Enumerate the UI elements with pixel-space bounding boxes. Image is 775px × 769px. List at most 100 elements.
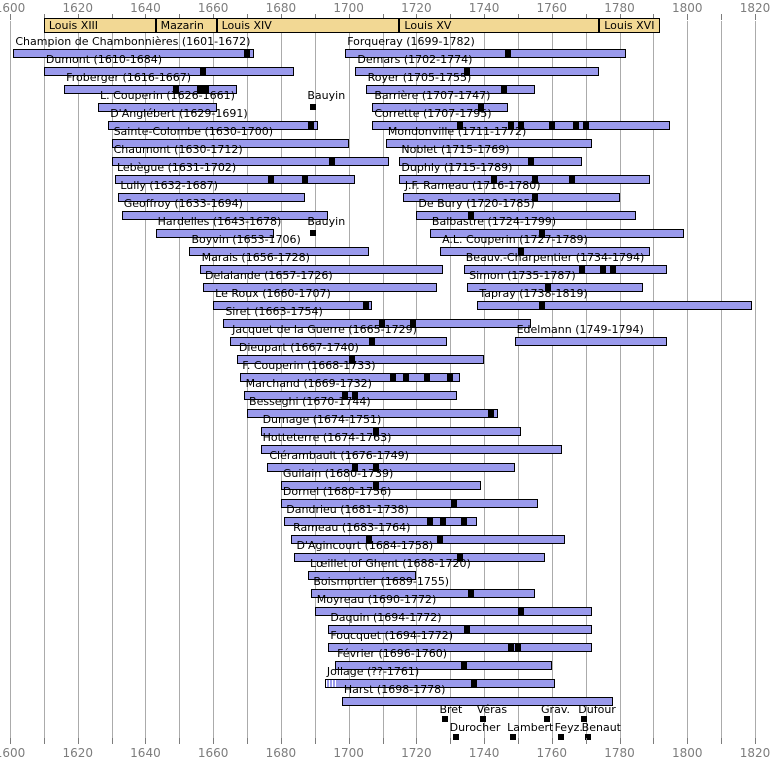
top-axis-tick xyxy=(687,14,689,20)
bottom-axis-tick xyxy=(551,738,553,744)
composer-label: Royer (1705-1755) xyxy=(367,71,472,84)
bottom-axis-year-label: 1760 xyxy=(536,746,568,760)
gridline xyxy=(382,21,384,744)
composer-label: Sainte-Colombe (1630-1700) xyxy=(113,125,274,138)
top-axis-tick xyxy=(653,14,655,20)
composer-lifespan-bar xyxy=(111,157,390,166)
publication-marker xyxy=(538,230,545,237)
gridline xyxy=(484,21,486,744)
publication-marker xyxy=(518,608,525,615)
top-axis-tick xyxy=(111,14,113,20)
publication-marker xyxy=(531,176,538,183)
publication-marker xyxy=(538,302,545,309)
composer-lifespan-bar xyxy=(463,265,667,274)
gridline xyxy=(653,21,655,744)
flourished-label: Feyz. xyxy=(554,721,583,734)
composer-lifespan-bar xyxy=(114,175,356,184)
gridline xyxy=(77,21,79,744)
composer-lifespan-bar xyxy=(203,283,437,292)
publication-marker xyxy=(579,266,586,273)
top-axis-tick xyxy=(484,14,486,20)
publication-marker xyxy=(545,284,552,291)
composer-lifespan-bar xyxy=(213,301,373,310)
publication-marker xyxy=(301,176,308,183)
publication-marker xyxy=(365,536,372,543)
publication-marker xyxy=(572,122,579,129)
composer-label: Marchand (1669-1732) xyxy=(245,377,372,390)
publication-marker xyxy=(308,122,315,129)
gridline xyxy=(43,21,45,744)
bottom-axis-tick xyxy=(348,738,350,744)
top-axis-year-label: 1700 xyxy=(333,1,364,15)
composer-label: Moyreau (1690-1772) xyxy=(316,593,437,606)
composer-label: Barrière (1707-1747) xyxy=(374,89,491,102)
composer-lifespan-bar xyxy=(429,229,684,238)
top-axis-tick xyxy=(179,14,181,20)
composer-label: Demars (1702-1774) xyxy=(357,53,473,66)
flourished-label: Dufour xyxy=(578,703,616,716)
composer-lifespan-bar xyxy=(284,517,478,526)
publication-marker xyxy=(389,374,396,381)
reign-bar: Louis XIII xyxy=(43,18,156,33)
composer-label: A.L. Couperin (1727-1789) xyxy=(442,233,588,246)
composer-label: Corrette (1707-1795) xyxy=(374,107,492,120)
publication-marker xyxy=(426,518,433,525)
publication-marker xyxy=(447,374,454,381)
flourished-marker xyxy=(510,734,517,740)
point-annotation-label: Bauyin xyxy=(307,215,346,228)
flourished-label: Véras xyxy=(476,703,508,716)
composer-label: Dumage (1674-1751) xyxy=(262,413,382,426)
composer-label: Simon (1735-1787) xyxy=(469,269,576,282)
flourished-marker xyxy=(452,734,459,740)
composer-lifespan-bar xyxy=(111,139,349,148)
flourished-label: Bret xyxy=(439,703,463,716)
composer-label: J.F. Rameau (1716-1780) xyxy=(404,179,541,192)
gridline xyxy=(111,21,113,744)
composer-label: Balbastre (1724-1799) xyxy=(431,215,557,228)
composer-lifespan-bar xyxy=(240,373,461,382)
composer-label: D'Agincourt (1684-1758) xyxy=(296,539,434,552)
composer-label: L. Couperin (1626-1661) xyxy=(100,89,235,102)
composer-label: Foucquet (1694-1772) xyxy=(330,629,454,642)
reign-bar: Louis XVI xyxy=(599,18,661,33)
composer-label: Boismortier (1689-1755) xyxy=(313,575,450,588)
publication-marker xyxy=(362,302,369,309)
bottom-axis-tick xyxy=(179,738,181,744)
composer-label: Champion de Chambonnières (1601-1672) xyxy=(15,35,251,48)
gridline xyxy=(145,21,147,744)
bottom-axis-tick xyxy=(247,738,249,744)
composer-lifespan-bar xyxy=(335,661,552,670)
composer-lifespan-bar xyxy=(118,193,305,202)
gridline xyxy=(450,21,452,744)
composer-lifespan-bar xyxy=(345,49,627,58)
publication-marker xyxy=(548,122,555,129)
composer-lifespan-bar xyxy=(291,535,566,544)
composer-lifespan-bar xyxy=(399,157,583,166)
top-axis-year-label: 1740 xyxy=(468,1,500,15)
composer-lifespan-bar xyxy=(341,697,613,706)
composer-label: Boyvin (1653-1706) xyxy=(191,233,301,246)
flourished-label: Lambert xyxy=(507,721,554,734)
bottom-axis-tick xyxy=(145,738,147,744)
top-axis-tick xyxy=(755,14,756,20)
publication-marker xyxy=(409,320,416,327)
publication-marker xyxy=(569,176,576,183)
bottom-axis-tick xyxy=(721,738,723,744)
composer-label: Jollage (??-1761) xyxy=(326,665,420,678)
bottom-axis-tick xyxy=(755,738,756,744)
publication-marker xyxy=(599,266,606,273)
composer-lifespan-bar xyxy=(267,463,515,472)
top-axis-year-label: 1620 xyxy=(62,1,93,15)
top-axis-tick xyxy=(585,14,587,20)
publication-marker xyxy=(403,374,410,381)
composer-lifespan-bar xyxy=(308,571,417,580)
publication-marker xyxy=(450,500,457,507)
composer-lifespan-bar xyxy=(440,247,651,256)
publication-marker xyxy=(464,68,471,75)
publication-marker xyxy=(528,158,535,165)
publication-marker xyxy=(423,374,430,381)
composer-label: Lully (1632-1687) xyxy=(120,179,218,192)
publication-marker xyxy=(372,482,379,489)
bottom-axis-tick xyxy=(314,738,316,744)
